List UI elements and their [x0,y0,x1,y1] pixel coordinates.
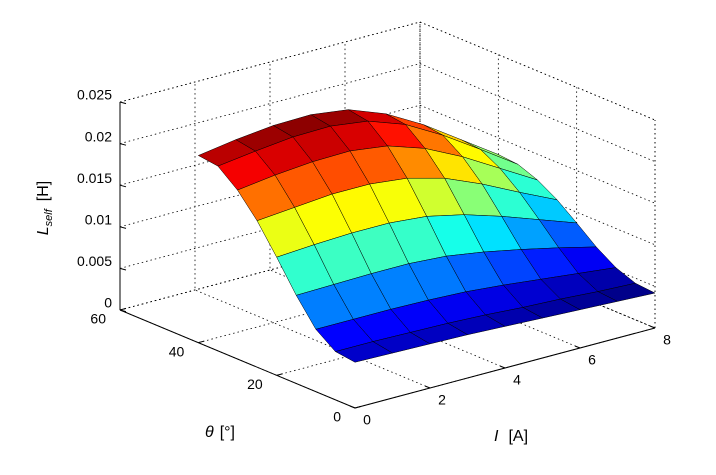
x-tick-label: 2 [438,392,446,408]
y-tick-label: 20 [247,376,263,392]
z-tick-label: 0.025 [77,87,112,103]
tick-mark [349,405,356,409]
tick-mark [119,226,127,229]
x-tick-label: 4 [513,372,521,388]
tick-mark [499,365,506,369]
z-tick-label: 0.01 [85,212,112,228]
z-tick-label: 0 [104,295,112,311]
x-tick-label: 8 [663,332,671,348]
box-edge [119,21,421,103]
tick-mark [649,325,656,329]
x-tick-label: 6 [588,352,596,368]
z-tick-label: 0.02 [85,128,112,144]
tick-mark [119,267,127,271]
tick-mark [424,385,431,389]
tick-mark [276,373,283,376]
y-unit: [°] [220,424,235,441]
surface-face [335,341,393,363]
z-axis-label: Lself [H] [35,181,55,235]
x-symbol: I [494,428,499,445]
tick-mark [119,307,127,311]
z-subscript: self [43,208,55,226]
tick-mark [119,309,127,313]
grid-line [119,21,656,121]
y-tick-label: 0 [333,409,341,425]
y-axis-label: θ [°] [205,424,235,441]
z-symbol: L [35,226,52,235]
x-axis-label: I [A] [494,428,528,445]
tick-mark [119,143,127,146]
x-unit: [A] [508,428,528,445]
tick-mark [354,405,362,409]
z-tick-label: 0.015 [77,170,112,186]
tick-mark [574,345,581,349]
x-tick-label: 0 [363,412,371,428]
z-tick-label: 0.005 [77,253,112,269]
z-unit: [H] [35,181,52,201]
y-tick-label: 60 [90,311,106,327]
y-tick-label: 40 [169,343,185,359]
surface [198,109,656,363]
tick-mark [119,184,127,188]
tick-mark [198,340,205,344]
tick-mark [119,101,127,105]
y-symbol: θ [205,424,214,441]
